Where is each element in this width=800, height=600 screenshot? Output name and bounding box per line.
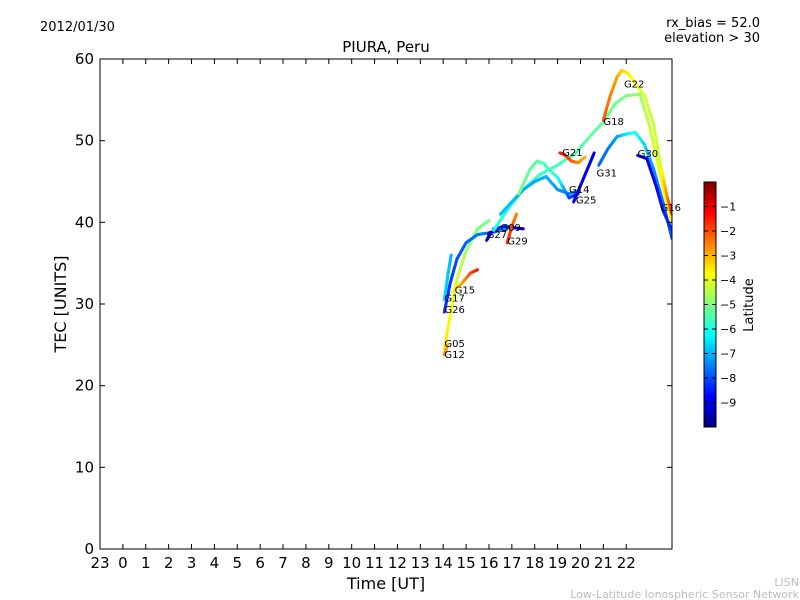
series-g09 xyxy=(492,224,525,231)
x-tick-label: 5 xyxy=(233,554,243,572)
x-tick-label: 23 xyxy=(90,554,109,572)
x-axis-label: Time [UT] xyxy=(346,574,425,593)
series-segment xyxy=(591,151,596,157)
x-tick-label: 12 xyxy=(388,554,407,572)
date-label: 2012/01/30 xyxy=(40,20,115,35)
x-tick-label: 1 xyxy=(141,554,151,572)
series-g31 xyxy=(572,151,596,204)
x-tick-label: 21 xyxy=(594,554,613,572)
series-label-g31: G31 xyxy=(596,169,616,180)
y-tick-label: 50 xyxy=(75,132,94,150)
x-tick-label: 10 xyxy=(342,554,361,572)
watermark-line1: LISN xyxy=(774,576,799,589)
chart-title: PIURA, Peru xyxy=(342,38,429,56)
series-segment xyxy=(514,212,518,218)
x-tick-label: 6 xyxy=(255,554,265,572)
elevation-label: elevation > 30 xyxy=(664,31,760,46)
x-tick-label: 15 xyxy=(457,554,476,572)
x-tick-label: 9 xyxy=(324,554,334,572)
colorbar-tick-label: −4 xyxy=(720,274,736,287)
series-label-g30: G30 xyxy=(638,149,658,160)
series-label-g18: G18 xyxy=(603,117,623,128)
series-label-g27: G27 xyxy=(487,230,507,241)
x-tick-label: 14 xyxy=(434,554,453,572)
series-g21 xyxy=(558,151,587,165)
colorbar-ticks: −1 −2 −3 −4 −5 −6 −7 −8 −9 xyxy=(704,201,736,410)
x-tick-label: 7 xyxy=(278,554,288,572)
colorbar-label: Latitude xyxy=(742,278,757,332)
series-layer xyxy=(442,68,672,357)
colorbar-tick-label: −3 xyxy=(720,250,736,263)
x-tick-label: 20 xyxy=(571,554,590,572)
watermark-line2: Low-Latitude Ionospheric Sensor Network xyxy=(570,588,799,600)
x-axis: 23 0 1 2 3 4 5 6 7 8 9 10 11 12 13 14 15 16 17 18 19 20 21 22 xyxy=(90,59,636,572)
series-g17 xyxy=(442,253,453,302)
rx-bias-label: rx_bias = 52.0 xyxy=(666,16,760,31)
series-label-g09: G09 xyxy=(500,223,520,234)
plot-area xyxy=(100,59,672,549)
series-label-g05: G05 xyxy=(444,339,464,350)
series-g25 xyxy=(517,159,580,200)
series-label-g21: G21 xyxy=(562,148,582,159)
series-g29 xyxy=(505,212,518,245)
series-g15 xyxy=(450,268,480,294)
x-tick-label: 18 xyxy=(525,554,544,572)
series-g26 xyxy=(442,227,509,314)
series-label-g12: G12 xyxy=(444,350,464,361)
x-tick-label: 19 xyxy=(548,554,567,572)
series-label-g26: G26 xyxy=(444,305,464,316)
x-tick-label: 2 xyxy=(164,554,174,572)
series-g16 xyxy=(636,153,672,232)
colorbar-tick-label: −6 xyxy=(720,323,736,336)
x-tick-label: 11 xyxy=(365,554,384,572)
x-tick-label: 0 xyxy=(118,554,128,572)
series-g22 xyxy=(601,68,672,216)
colorbar-tick-label: −2 xyxy=(720,225,736,238)
y-axis: 0 10 20 30 40 50 60 xyxy=(75,50,672,558)
colorbar-tick-label: −9 xyxy=(720,397,736,410)
colorbar-tick-label: −8 xyxy=(720,372,736,385)
series-label-g15: G15 xyxy=(455,285,475,296)
y-tick-label: 60 xyxy=(75,50,94,68)
y-tick-label: 10 xyxy=(75,458,94,476)
series-g12 xyxy=(442,343,450,357)
x-tick-label: 13 xyxy=(411,554,430,572)
y-tick-label: 20 xyxy=(75,377,94,395)
x-tick-label: 17 xyxy=(502,554,521,572)
x-tick-label: 22 xyxy=(617,554,636,572)
series-label-g25: G25 xyxy=(576,195,596,206)
series-label-g29: G29 xyxy=(507,236,527,247)
colorbar-tick-label: −5 xyxy=(720,299,736,312)
series-label-g16: G16 xyxy=(661,203,681,214)
series-label-g14: G14 xyxy=(569,185,589,196)
colorbar-tick-label: −1 xyxy=(720,201,736,214)
x-tick-label: 3 xyxy=(187,554,197,572)
series-label-g22: G22 xyxy=(624,80,644,91)
x-tick-label: 8 xyxy=(301,554,311,572)
y-tick-label: 0 xyxy=(84,540,94,558)
series-label-g17: G17 xyxy=(444,293,464,304)
colorbar-tick-label: −7 xyxy=(720,348,736,361)
y-tick-label: 30 xyxy=(75,295,94,313)
x-tick-label: 4 xyxy=(210,554,220,572)
x-tick-label: 16 xyxy=(479,554,498,572)
series-segment xyxy=(582,155,587,160)
y-axis-label: TEC [UNITS] xyxy=(51,256,70,354)
series-segment xyxy=(486,219,491,224)
series-g05 xyxy=(442,219,491,351)
y-tick-label: 40 xyxy=(75,213,94,231)
